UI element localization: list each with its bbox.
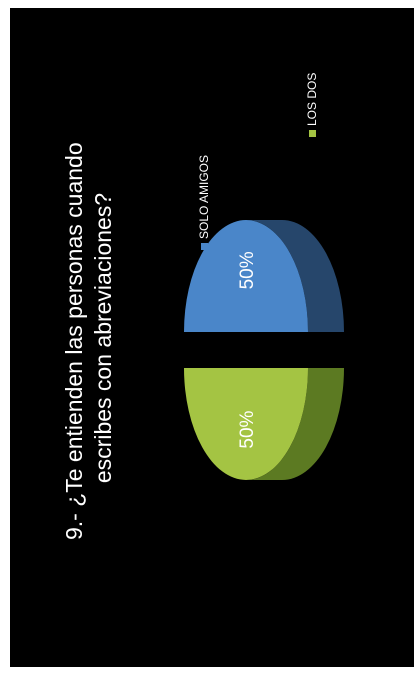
pie-slices: 50% 50% [184,220,344,480]
legend-label-los-dos: LOS DOS [305,73,319,126]
pie-slice-side-los-dos [246,368,344,480]
chart-title-line-2: escribes con abreviaciones? [90,193,116,483]
slide-frame: 9.- ¿Te entienden las personas cuando es… [10,8,414,667]
pie-slice-top-los-dos [184,368,308,480]
pie-slice-top-solo-amigos [184,220,308,332]
legend-label-solo-amigos: SOLO AMIGOS [197,155,211,239]
data-label-los-dos: 50% [237,410,258,448]
legend-swatch-solo-amigos [201,243,208,250]
pie-slice-solo-amigos: 50% [184,220,344,332]
legend-item-solo-amigos: SOLO AMIGOS [197,155,211,250]
legend: SOLO AMIGOS LOS DOS [197,73,319,250]
chart-title: 9.- ¿Te entienden las personas cuando es… [61,136,116,540]
pie-chart: 9.- ¿Te entienden las personas cuando es… [61,73,344,540]
pie-slice-side-solo-amigos [246,220,344,332]
chart-title-line-1: 9.- ¿Te entienden las personas cuando [61,142,87,540]
data-label-solo-amigos: 50% [237,251,258,289]
pie-slice-los-dos: 50% [184,368,344,480]
legend-item-los-dos: LOS DOS [305,73,319,137]
legend-swatch-los-dos [309,130,316,137]
